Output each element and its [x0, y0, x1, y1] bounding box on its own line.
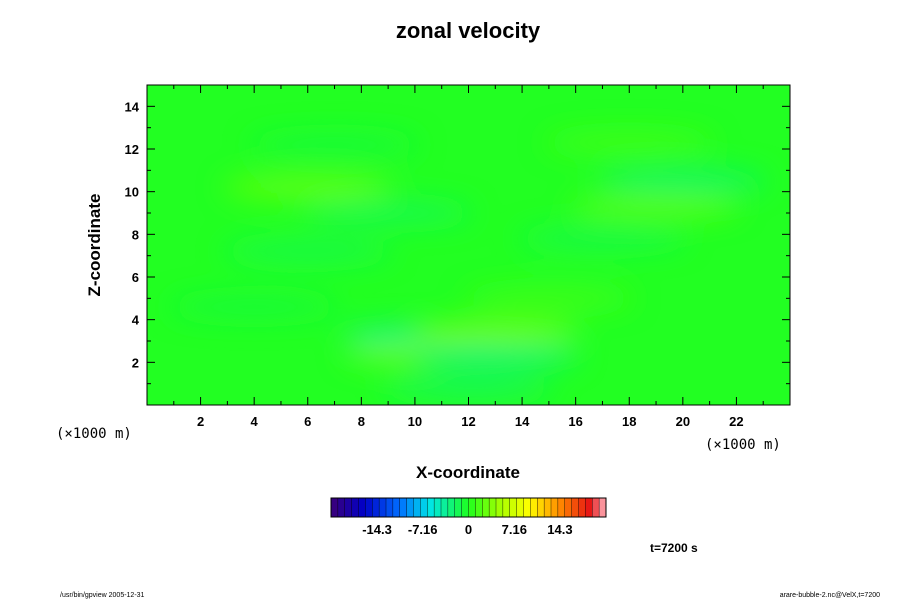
colorbar-cell — [571, 497, 580, 518]
y-tick-label: 2 — [132, 355, 139, 370]
field-feature-9 — [410, 321, 581, 344]
colorbar-cell — [598, 497, 607, 518]
colorbar-cell — [385, 497, 394, 518]
colorbar-cell — [433, 497, 442, 518]
field-feature-4 — [222, 240, 393, 263]
field-feature-3 — [303, 202, 474, 224]
velocity-field — [169, 131, 768, 399]
colorbar-cell — [564, 497, 573, 518]
footer-left: /usr/bin/gpview 2005-12-31 — [60, 592, 145, 599]
colorbar-tick-label: 0 — [465, 522, 472, 537]
colorbar-cell — [344, 497, 353, 518]
colorbar-cell — [447, 497, 456, 518]
y-tick-label: 10 — [125, 185, 139, 200]
colorbar-cell — [440, 497, 449, 518]
colorbar-cell — [537, 497, 545, 518]
colorbar-cell — [406, 497, 415, 518]
colorbar-cell — [358, 497, 366, 518]
colorbar-cell — [502, 497, 511, 518]
colorbar-cell — [351, 497, 360, 518]
colorbar-cell — [365, 497, 373, 518]
colorbar-cell — [509, 497, 518, 518]
x-tick-label: 8 — [358, 414, 365, 429]
colorbar-cell — [420, 497, 428, 518]
x-scale-note: (×1000 m) — [705, 437, 781, 453]
colorbar-cell — [372, 497, 380, 518]
colorbar-cell — [488, 497, 497, 518]
time-label: t=7200 s — [650, 541, 698, 555]
colorbar-cell — [482, 497, 490, 518]
colorbar-tick-label: 14.3 — [547, 522, 572, 537]
field-feature-6 — [544, 131, 715, 154]
y-axis-ticks: 2 4 6 8 10 12 14 — [125, 99, 790, 385]
colorbar-cell — [523, 497, 531, 518]
colorbar-cell — [550, 497, 559, 518]
x-axis-ticks: 2 4 6 8 10 12 14 16 18 20 22 — [173, 85, 764, 429]
x-tick-label: 10 — [408, 414, 422, 429]
x-tick-label: 12 — [461, 414, 475, 429]
colorbar-cell — [592, 497, 600, 518]
x-tick-label: 22 — [729, 414, 743, 429]
x-tick-label: 4 — [251, 414, 259, 429]
y-tick-label: 12 — [125, 142, 139, 157]
colorbar-tick-label: 7.16 — [502, 522, 527, 537]
colorbar-cell — [413, 497, 421, 518]
x-tick-label: 14 — [515, 414, 530, 429]
field-feature-7 — [249, 133, 420, 156]
colorbar-cell — [392, 497, 401, 518]
colorbar: -14.3 -7.16 0 7.16 14.3 — [330, 497, 607, 537]
colorbar-cell — [516, 497, 525, 518]
y-axis-label: Z-coordinate — [85, 194, 104, 297]
colorbar-cell — [475, 497, 483, 518]
field-feature-12 — [463, 287, 634, 310]
colorbar-cell — [378, 497, 387, 518]
x-tick-label: 16 — [568, 414, 582, 429]
colorbar-cell — [530, 497, 538, 518]
x-tick-label: 20 — [676, 414, 690, 429]
field-feature-1 — [571, 195, 742, 218]
y-tick-label: 6 — [132, 270, 139, 285]
colorbar-cell — [557, 497, 566, 518]
x-tick-label: 6 — [304, 414, 311, 429]
field-feature-14 — [383, 376, 554, 399]
y-tick-label: 8 — [132, 227, 139, 242]
colorbar-cell — [578, 497, 586, 518]
z-scale-note: (×1000 m) — [56, 426, 132, 442]
field-feature-11 — [410, 344, 581, 367]
x-tick-label: 18 — [622, 414, 636, 429]
colorbar-tick-label: -14.3 — [362, 522, 392, 537]
colorbar-cell — [454, 497, 463, 518]
field-feature-5 — [517, 227, 688, 250]
chart-title: zonal velocity — [396, 18, 541, 43]
colorbar-cell — [330, 497, 339, 518]
colorbar-cell — [585, 497, 593, 518]
y-tick-label: 14 — [125, 99, 140, 114]
colorbar-cell — [427, 497, 435, 518]
field-feature-13 — [169, 295, 340, 318]
colorbar-cell — [337, 497, 346, 518]
field-feature-0 — [222, 176, 393, 199]
x-tick-label: 2 — [197, 414, 204, 429]
x-axis-label: X-coordinate — [416, 463, 520, 482]
colorbar-cell — [461, 497, 470, 518]
colorbar-cell — [495, 497, 504, 518]
colorbar-tick-label: -7.16 — [408, 522, 438, 537]
field-feature-2 — [597, 170, 768, 192]
footer-right: arare-bubble-2.nc@VelX,t=7200 — [780, 592, 880, 599]
y-tick-label: 4 — [132, 313, 140, 328]
colorbar-cell — [543, 497, 552, 518]
colorbar-cell — [468, 497, 476, 518]
colorbar-cell — [399, 497, 408, 518]
colorbar-frame — [330, 497, 607, 518]
